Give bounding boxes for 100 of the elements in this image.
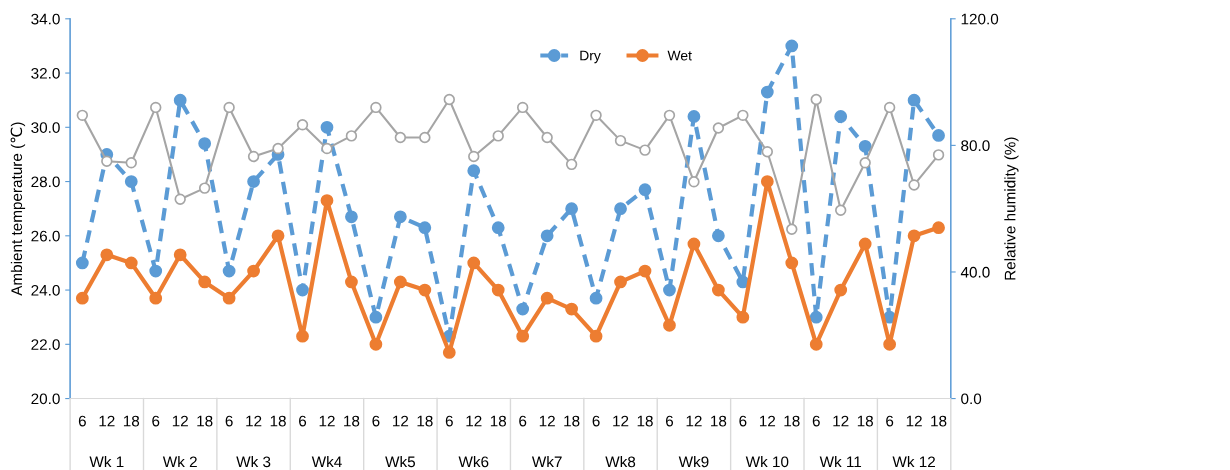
- point: [320, 194, 334, 207]
- x-tick-label: 18: [490, 415, 507, 427]
- point: [565, 202, 578, 216]
- point: [565, 158, 578, 171]
- x-tick-label: 18: [270, 415, 286, 427]
- x-tick-label: 12: [393, 415, 409, 427]
- point: [785, 256, 799, 270]
- point: [638, 264, 652, 278]
- x-tick-label: 12: [686, 415, 702, 427]
- point: [418, 283, 432, 297]
- x-tick-label: 6: [886, 415, 894, 427]
- point: [540, 229, 554, 243]
- y-tick-label: 32.0: [31, 67, 60, 79]
- x-tick-label: 12: [613, 415, 629, 427]
- point: [271, 229, 285, 243]
- x-tick-label: 6: [739, 415, 747, 427]
- point: [589, 329, 603, 343]
- point: [149, 264, 163, 278]
- x-tick-label: 18: [564, 415, 580, 427]
- y2-axis-title: Relative humidity (%): [1004, 137, 1019, 280]
- y-tick-label: 34.0: [31, 13, 60, 25]
- point: [932, 129, 945, 142]
- x-tick-label: 12: [466, 415, 482, 427]
- point: [149, 291, 163, 305]
- point: [541, 131, 553, 144]
- x-tick-label: 12: [759, 415, 776, 427]
- point: [223, 101, 235, 114]
- point: [173, 248, 187, 262]
- point: [369, 337, 383, 351]
- point: [393, 210, 407, 224]
- x-tick-label: 18: [197, 415, 213, 427]
- x-tick-label: 12: [99, 415, 115, 427]
- point: [859, 157, 871, 169]
- y2-tick-label: 0.0: [961, 393, 982, 405]
- point: [222, 264, 236, 278]
- point: [75, 256, 89, 270]
- point: [418, 221, 432, 235]
- point: [492, 130, 504, 142]
- text: Wk6: [458, 456, 489, 468]
- point: [198, 182, 211, 194]
- point: [100, 248, 114, 262]
- point: [786, 223, 798, 235]
- point: [688, 176, 700, 188]
- point: [247, 150, 260, 163]
- point: [809, 310, 823, 324]
- point: [858, 139, 872, 153]
- y2-tick-label: 80.0: [961, 140, 990, 152]
- point: [174, 193, 186, 205]
- point: [101, 155, 113, 167]
- x-tick-label: 6: [225, 415, 233, 427]
- text: Wk7: [531, 456, 562, 468]
- point: [125, 157, 137, 169]
- point: [491, 221, 505, 235]
- point: [516, 329, 530, 343]
- point: [908, 179, 920, 191]
- point: [761, 146, 774, 158]
- text: Wk 2: [162, 456, 197, 468]
- point: [296, 329, 309, 343]
- point: [687, 110, 701, 123]
- text: Wk 1: [89, 456, 124, 468]
- legend-label: Dry: [580, 50, 601, 64]
- point: [614, 134, 627, 147]
- text: Wk8: [605, 456, 636, 468]
- y-tick-label: 22.0: [31, 339, 60, 350]
- point: [491, 283, 505, 297]
- point: [443, 93, 455, 106]
- point: [467, 256, 481, 270]
- point: [639, 144, 651, 156]
- point: [442, 346, 456, 359]
- x-tick-label: 6: [299, 415, 307, 427]
- point: [124, 256, 138, 270]
- point: [467, 164, 481, 178]
- point: [736, 310, 750, 324]
- y-tick-label: 28.0: [31, 176, 60, 188]
- point: [124, 175, 138, 188]
- point: [907, 229, 921, 243]
- x-tick-label: 18: [344, 415, 360, 427]
- x-tick-label: 18: [711, 415, 727, 427]
- y-axis-title: Ambient temperature (℃): [10, 122, 26, 296]
- x-tick-label: 18: [637, 415, 653, 427]
- point: [638, 183, 652, 197]
- point: [809, 337, 823, 351]
- point: [394, 131, 407, 144]
- point: [150, 101, 162, 114]
- point: [321, 142, 333, 155]
- y-tick-label: 20.0: [31, 393, 60, 405]
- point: [663, 318, 676, 332]
- x-tick-label: 6: [78, 415, 86, 427]
- y2-tick-label: 120.0: [961, 13, 999, 25]
- point: [907, 93, 921, 107]
- point: [393, 275, 407, 289]
- x-tick-label: 6: [665, 415, 674, 427]
- point: [711, 229, 725, 243]
- point: [663, 109, 676, 122]
- point: [173, 93, 187, 107]
- text: Wk5: [385, 456, 415, 468]
- point: [345, 130, 358, 142]
- y-tick-label: 26.0: [31, 230, 60, 242]
- x-tick-label: 18: [931, 415, 947, 427]
- point: [858, 237, 872, 251]
